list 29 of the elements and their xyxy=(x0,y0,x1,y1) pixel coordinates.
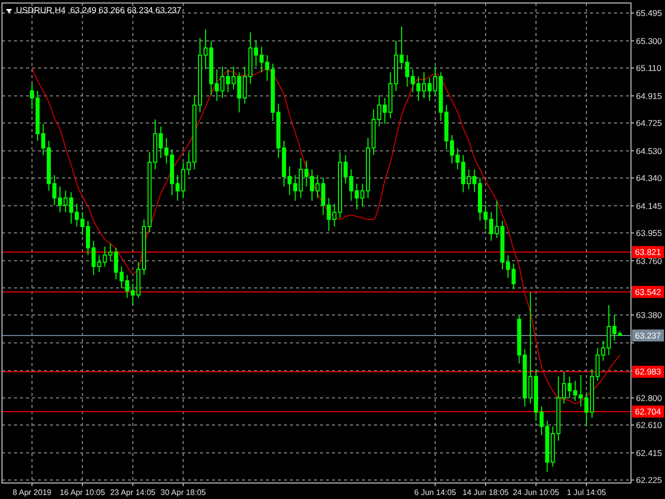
x-tick-label: 8 Apr 2019 xyxy=(12,488,52,497)
x-tick-label: 1 Jul 14:05 xyxy=(566,488,607,497)
ref-line-label: 63.237 xyxy=(635,330,662,340)
y-tick-label: 62.415 xyxy=(636,448,662,458)
ref-line-label: 63.821 xyxy=(635,247,662,258)
y-tick-label: 63.380 xyxy=(636,310,662,320)
x-tick-label: 24 Jun 10:05 xyxy=(512,488,560,497)
y-tick-label: 64.145 xyxy=(636,200,662,211)
x-tick-label: 23 Apr 14:05 xyxy=(110,488,156,497)
x-tick-label: 6 Jun 14:05 xyxy=(414,488,457,497)
y-tick-label: 62.225 xyxy=(636,474,662,485)
y-tick-label: 65.300 xyxy=(636,36,662,46)
ref-line-label: 62.983 xyxy=(635,366,662,377)
ref-line-label: 62.704 xyxy=(635,406,662,417)
y-tick-label: 62.610 xyxy=(636,420,662,430)
y-tick-label: 63.760 xyxy=(636,256,662,266)
y-tick-label: 63.955 xyxy=(636,228,662,238)
y-tick-label: 64.530 xyxy=(636,146,662,156)
y-tick-label: 62.800 xyxy=(636,392,662,403)
y-tick-label: 65.110 xyxy=(636,62,662,73)
x-tick-label: 30 Apr 18:05 xyxy=(160,488,206,497)
ref-line-label: 63.542 xyxy=(635,286,662,297)
y-tick-label: 64.915 xyxy=(636,90,662,101)
y-tick-label: 64.725 xyxy=(636,118,662,128)
y-tick-label: 65.495 xyxy=(636,8,662,18)
chart-title: USDRUR,H4 63.249 63.266 63.234 63.237 xyxy=(16,5,182,15)
x-tick-label: 16 Apr 10:05 xyxy=(60,488,106,497)
x-tick-label: 14 Jun 18:05 xyxy=(462,488,510,497)
y-tick-label: 64.340 xyxy=(636,172,662,183)
